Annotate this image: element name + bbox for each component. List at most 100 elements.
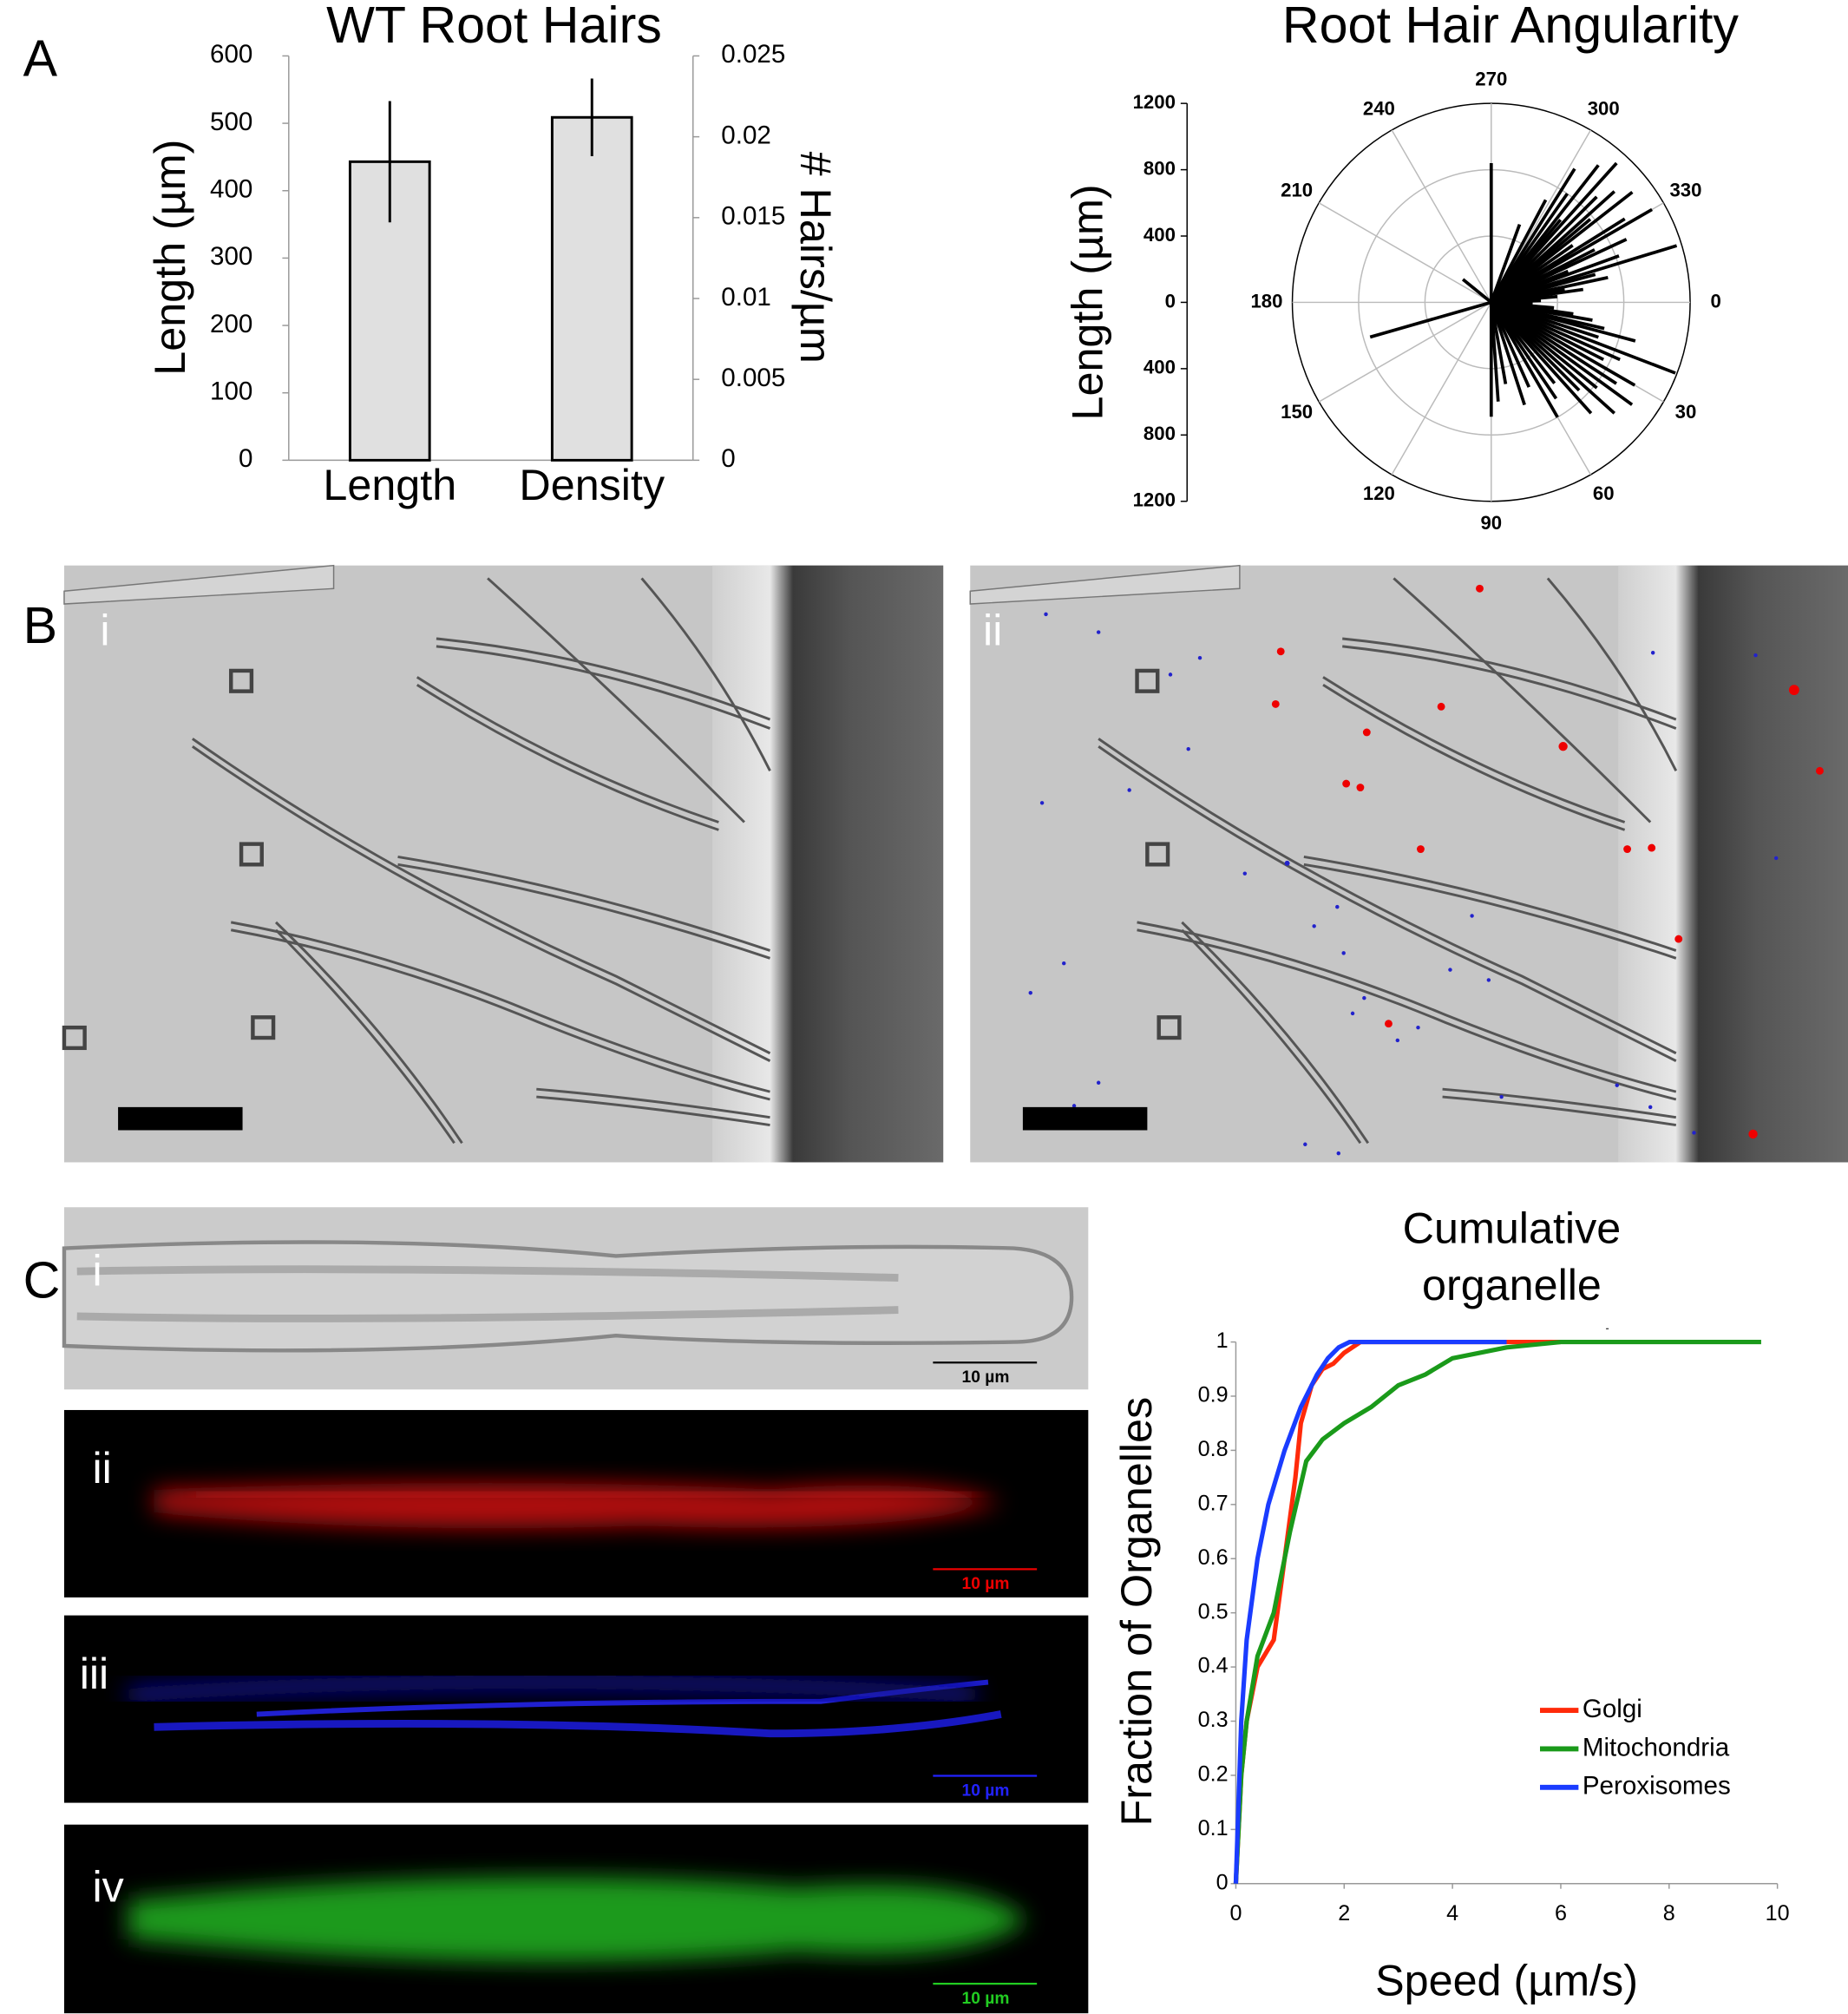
x-tick-label: 0 — [1229, 1901, 1242, 1925]
y-tick-label: 400 — [210, 175, 252, 204]
y-axis-label: Length (µm) — [1063, 184, 1112, 420]
panel-label: A — [23, 29, 58, 87]
y-tick-label: 0.7 — [1198, 1491, 1229, 1515]
y-tick-label: 0 — [1216, 1870, 1229, 1894]
y-tick-label: 1200 — [1133, 489, 1176, 511]
y2-tick-label: 0.005 — [721, 364, 785, 392]
spoke-grid — [1391, 129, 1492, 303]
micrograph-b-i: i — [62, 564, 944, 1163]
spoke-grid — [1318, 202, 1492, 304]
angle-label: 90 — [1480, 512, 1502, 534]
y-axis-label: Fraction of Organelles — [1111, 1397, 1161, 1827]
scale-bar-label: 10 µm — [962, 1781, 1010, 1800]
y-tick-label: 400 — [1144, 357, 1176, 378]
y2-tick-label: 0.015 — [721, 202, 785, 231]
series-line — [1233, 1339, 1507, 1884]
chart-title: Root Hair Angularity — [1282, 0, 1740, 54]
chart-title: WT Root Hairs — [326, 0, 662, 54]
y2-tick-label: 0.01 — [721, 283, 771, 312]
angle-label: 330 — [1669, 179, 1701, 200]
angle-label: 300 — [1588, 98, 1620, 120]
chart-title: Cumulative organelle movement — [1402, 1204, 1622, 1328]
x-tick-label: Density — [519, 460, 665, 509]
hair-line — [1461, 278, 1492, 304]
x-tick-label: Length — [323, 460, 456, 509]
chart-title-box: Cumulative organelle movement — [1402, 1204, 1622, 1328]
angle-label: 210 — [1281, 179, 1313, 200]
spoke-grid — [1318, 301, 1492, 403]
y2-tick-label: 0.025 — [721, 40, 785, 69]
x-tick-label: 8 — [1663, 1901, 1675, 1925]
y-tick-label: 100 — [210, 377, 252, 406]
y-tick-label: 0.2 — [1198, 1762, 1229, 1787]
y-tick-label: 0.6 — [1198, 1545, 1229, 1570]
micrograph-c-ii: 10 µm ii — [63, 1409, 1089, 1597]
subpanel-label: ii — [93, 1443, 112, 1492]
x-tick-label: 4 — [1446, 1901, 1458, 1925]
angle-label: 180 — [1250, 290, 1282, 312]
hair-line — [1491, 300, 1676, 375]
bar — [550, 115, 633, 462]
x-tick-label: 2 — [1338, 1901, 1350, 1925]
micrograph-c-iii: 10 µm iii — [63, 1615, 1089, 1803]
scale-bar-label: 10 µm — [962, 1368, 1010, 1387]
angle-label: 30 — [1675, 401, 1697, 423]
panel-label: B — [23, 596, 57, 654]
y-tick-label: 0.9 — [1198, 1383, 1229, 1407]
legend-label: Mitochondria — [1583, 1733, 1730, 1761]
legend-label: Peroxisomes — [1583, 1772, 1731, 1801]
hair-line — [1490, 301, 1559, 418]
angle-label: 150 — [1281, 401, 1313, 423]
y-tick-label: 1200 — [1133, 91, 1176, 113]
y-tick-label: 200 — [210, 310, 252, 338]
angle-label: 270 — [1475, 68, 1507, 89]
y-tick-label: 300 — [210, 242, 252, 271]
hair-line — [1490, 161, 1618, 304]
x-axis-label: Speed (µm/s) — [1375, 1955, 1638, 2004]
y-tick-label: 400 — [1144, 224, 1176, 246]
hair-line — [1490, 301, 1593, 415]
y-tick-label: 0.4 — [1198, 1654, 1229, 1678]
y-tick-label: 1 — [1216, 1328, 1229, 1353]
micrograph-c-iv: 10 µm iv — [63, 1824, 1089, 2014]
y2-tick-label: 0 — [721, 444, 735, 473]
hair-line — [1490, 207, 1654, 305]
y-tick-label: 800 — [1144, 423, 1176, 444]
hair-line — [1490, 301, 1526, 406]
angle-label: 120 — [1363, 482, 1395, 504]
hair-line — [1369, 300, 1492, 339]
y-tick-label: 0.8 — [1198, 1437, 1229, 1461]
y-tick-label: 0.5 — [1198, 1599, 1229, 1624]
y-tick-label: 0.1 — [1198, 1816, 1229, 1840]
angle-label: 60 — [1593, 482, 1615, 504]
micrograph-b-ii: ii — [969, 564, 1848, 1163]
subpanel-label: iv — [93, 1861, 124, 1911]
y-tick-label: 0 — [1165, 290, 1176, 312]
hair-line — [1490, 224, 1522, 304]
angle-label: 0 — [1710, 290, 1720, 312]
angle-label: 240 — [1363, 98, 1395, 120]
hair-line — [1490, 301, 1530, 388]
scale-bar-label: 10 µm — [962, 1990, 1010, 2008]
subpanel-label: i — [100, 605, 109, 654]
subpanel-label: iii — [80, 1649, 109, 1698]
series-line — [1233, 1339, 1761, 1884]
panel-label: C — [23, 1251, 61, 1309]
legend-label: Golgi — [1583, 1695, 1642, 1723]
scale-bar-label: 10 µm — [962, 1575, 1010, 1593]
micrograph-c-i: 10 µm i — [62, 1207, 1089, 1390]
x-tick-label: 6 — [1555, 1901, 1567, 1925]
x-tick-label: 10 — [1766, 1901, 1790, 1925]
y2-tick-label: 0.02 — [721, 121, 771, 149]
subpanel-label: i — [93, 1245, 102, 1295]
bar — [348, 160, 431, 462]
y-tick-label: 500 — [210, 108, 252, 136]
y-tick-label: 600 — [210, 40, 252, 69]
spoke-grid — [1391, 302, 1492, 476]
y2-axis-label: # Hairs/µm — [791, 152, 841, 364]
y-axis-label: Length (µm) — [145, 140, 194, 376]
y-tick-label: 0.3 — [1198, 1708, 1229, 1732]
subpanel-label: ii — [983, 605, 1002, 654]
